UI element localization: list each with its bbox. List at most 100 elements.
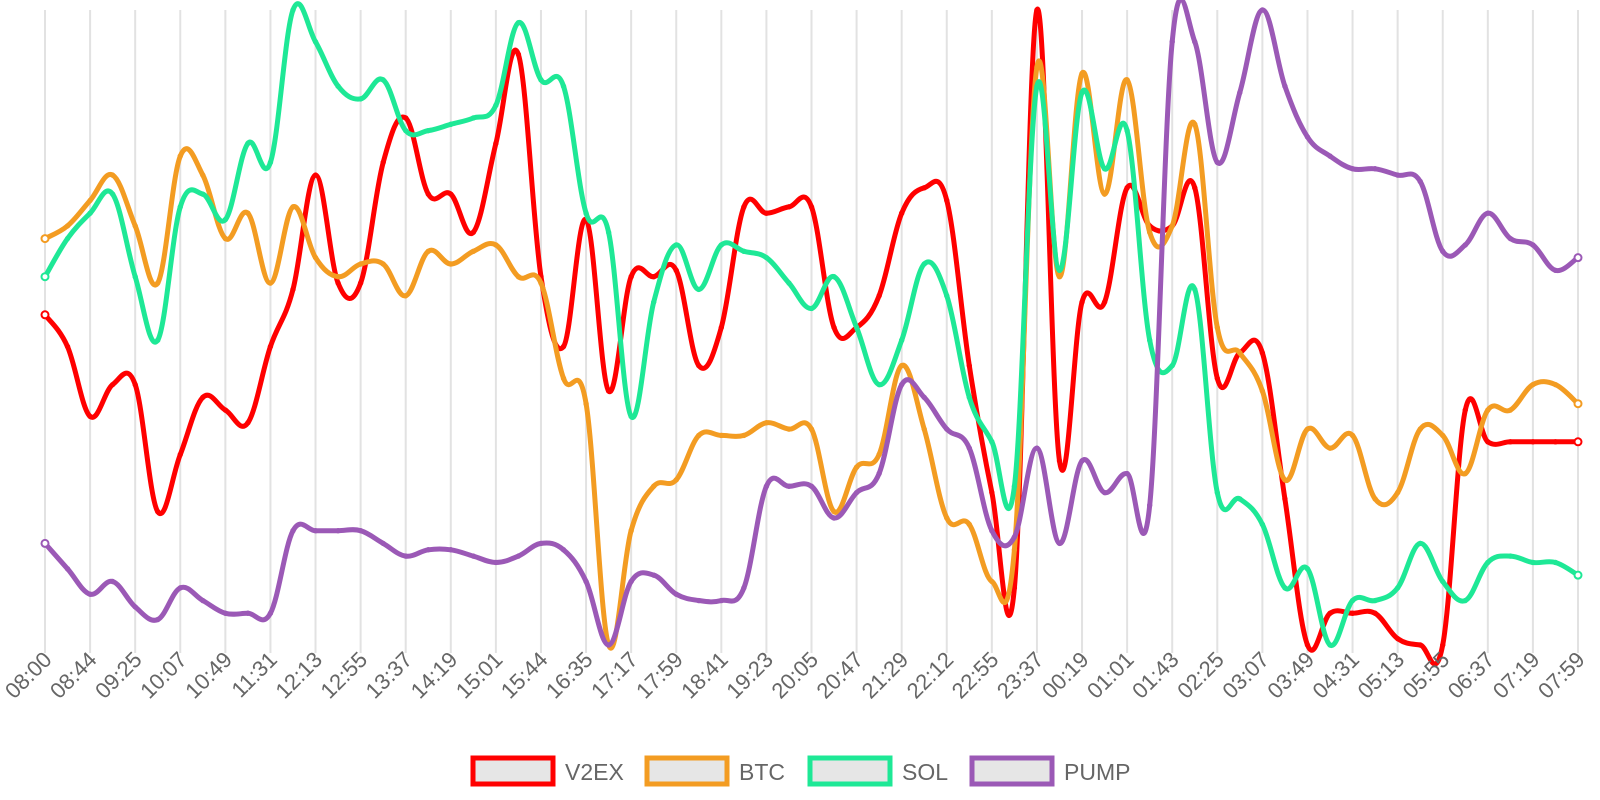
data-point-btc[interactable]: [380, 261, 386, 267]
data-point-sol[interactable]: [1034, 83, 1040, 89]
data-point-btc[interactable]: [1573, 399, 1583, 409]
data-point-v2ex[interactable]: [1259, 350, 1266, 356]
data-point-v2ex[interactable]: [64, 343, 71, 350]
legend-item-pump[interactable]: PUMP: [969, 755, 1130, 787]
data-point-v2ex[interactable]: [132, 381, 138, 388]
data-point-pump[interactable]: [403, 553, 409, 559]
data-point-v2ex[interactable]: [831, 324, 837, 331]
data-point-pump[interactable]: [605, 642, 612, 648]
data-point-sol[interactable]: [1259, 521, 1266, 528]
data-point-btc[interactable]: [1440, 432, 1446, 439]
data-point-btc[interactable]: [650, 483, 657, 489]
data-point-sol[interactable]: [628, 413, 634, 420]
data-point-pump[interactable]: [1507, 235, 1514, 242]
data-point-sol[interactable]: [1304, 566, 1311, 572]
data-point-btc[interactable]: [1192, 121, 1198, 128]
data-point-sol[interactable]: [177, 204, 183, 210]
legend-item-btc[interactable]: BTC: [644, 755, 785, 787]
data-point-btc[interactable]: [560, 375, 567, 381]
data-point-v2ex[interactable]: [650, 274, 657, 280]
data-point-btc[interactable]: [966, 521, 973, 528]
data-point-sol[interactable]: [1349, 597, 1356, 604]
data-point-sol[interactable]: [1327, 642, 1333, 648]
data-point-sol[interactable]: [1530, 559, 1536, 566]
data-point-pump[interactable]: [222, 610, 229, 616]
data-point-pump[interactable]: [245, 610, 251, 616]
data-point-btc[interactable]: [1034, 64, 1040, 70]
data-point-btc[interactable]: [177, 153, 183, 159]
data-point-pump[interactable]: [1056, 540, 1063, 547]
data-point-v2ex[interactable]: [1101, 299, 1108, 305]
data-point-pump[interactable]: [1304, 134, 1311, 140]
data-point-v2ex[interactable]: [222, 407, 229, 413]
data-point-pump[interactable]: [989, 528, 995, 534]
data-point-btc[interactable]: [538, 280, 544, 286]
data-point-btc[interactable]: [1237, 350, 1243, 356]
data-point-sol[interactable]: [876, 381, 882, 388]
data-point-sol[interactable]: [1146, 337, 1153, 343]
data-point-v2ex[interactable]: [290, 286, 296, 293]
data-point-btc[interactable]: [132, 223, 138, 229]
data-point-pump[interactable]: [673, 591, 679, 597]
data-point-btc[interactable]: [1079, 70, 1085, 77]
data-point-btc[interactable]: [493, 242, 499, 248]
data-point-pump[interactable]: [1573, 253, 1583, 263]
data-point-sol[interactable]: [1079, 89, 1085, 96]
data-point-pump[interactable]: [515, 553, 522, 559]
data-point-sol[interactable]: [1101, 166, 1108, 172]
data-point-pump[interactable]: [1237, 89, 1243, 96]
data-point-btc[interactable]: [1552, 381, 1559, 388]
data-point-v2ex[interactable]: [1573, 437, 1583, 447]
data-point-pump[interactable]: [1124, 470, 1130, 477]
data-point-sol[interactable]: [1440, 578, 1446, 585]
data-point-v2ex[interactable]: [1214, 375, 1220, 381]
data-point-sol[interactable]: [1394, 585, 1401, 591]
data-point-btc[interactable]: [245, 210, 251, 216]
data-point-btc[interactable]: [64, 223, 71, 229]
data-point-v2ex[interactable]: [470, 229, 477, 235]
data-point-sol[interactable]: [898, 337, 905, 343]
data-point-v2ex[interactable]: [87, 413, 93, 420]
data-point-sol[interactable]: [1417, 540, 1423, 547]
data-point-btc[interactable]: [1146, 229, 1153, 235]
data-point-v2ex[interactable]: [1327, 610, 1333, 616]
data-point-pump[interactable]: [1440, 248, 1446, 255]
data-point-sol[interactable]: [403, 127, 409, 134]
data-point-sol[interactable]: [1169, 362, 1175, 369]
data-point-pump[interactable]: [831, 515, 837, 521]
legend-item-v2ex[interactable]: V2EX: [470, 755, 624, 787]
data-point-sol[interactable]: [673, 242, 679, 248]
data-point-v2ex[interactable]: [741, 204, 747, 210]
data-point-sol[interactable]: [944, 293, 950, 299]
data-point-btc[interactable]: [109, 172, 116, 178]
data-point-pump[interactable]: [853, 489, 860, 496]
data-point-pump[interactable]: [538, 540, 544, 547]
data-point-btc[interactable]: [403, 293, 409, 299]
data-point-pump[interactable]: [493, 559, 499, 566]
data-point-v2ex[interactable]: [1034, 7, 1040, 13]
data-point-btc[interactable]: [1124, 77, 1130, 83]
data-point-btc[interactable]: [696, 432, 702, 439]
data-point-btc[interactable]: [425, 248, 431, 255]
data-point-v2ex[interactable]: [267, 343, 274, 350]
data-point-pump[interactable]: [966, 445, 973, 451]
data-point-v2ex[interactable]: [1394, 635, 1401, 642]
legend[interactable]: V2EX BTC SOL PUMP: [470, 755, 1130, 787]
data-point-pump[interactable]: [1282, 83, 1288, 89]
data-point-v2ex[interactable]: [109, 381, 116, 388]
data-point-btc[interactable]: [1214, 324, 1220, 331]
data-point-sol[interactable]: [1011, 483, 1018, 489]
data-point-btc[interactable]: [87, 197, 93, 204]
data-point-v2ex[interactable]: [808, 204, 815, 210]
data-point-pump[interactable]: [1417, 178, 1423, 185]
data-point-btc[interactable]: [200, 172, 206, 178]
data-point-v2ex[interactable]: [155, 508, 161, 515]
data-point-sol[interactable]: [448, 121, 454, 128]
data-point-sol[interactable]: [583, 210, 589, 216]
data-point-btc[interactable]: [1282, 477, 1288, 483]
data-point-btc[interactable]: [853, 464, 860, 470]
data-point-pump[interactable]: [470, 553, 477, 559]
data-point-sol[interactable]: [290, 7, 296, 13]
data-point-btc[interactable]: [1507, 407, 1514, 413]
data-point-btc[interactable]: [628, 528, 634, 534]
